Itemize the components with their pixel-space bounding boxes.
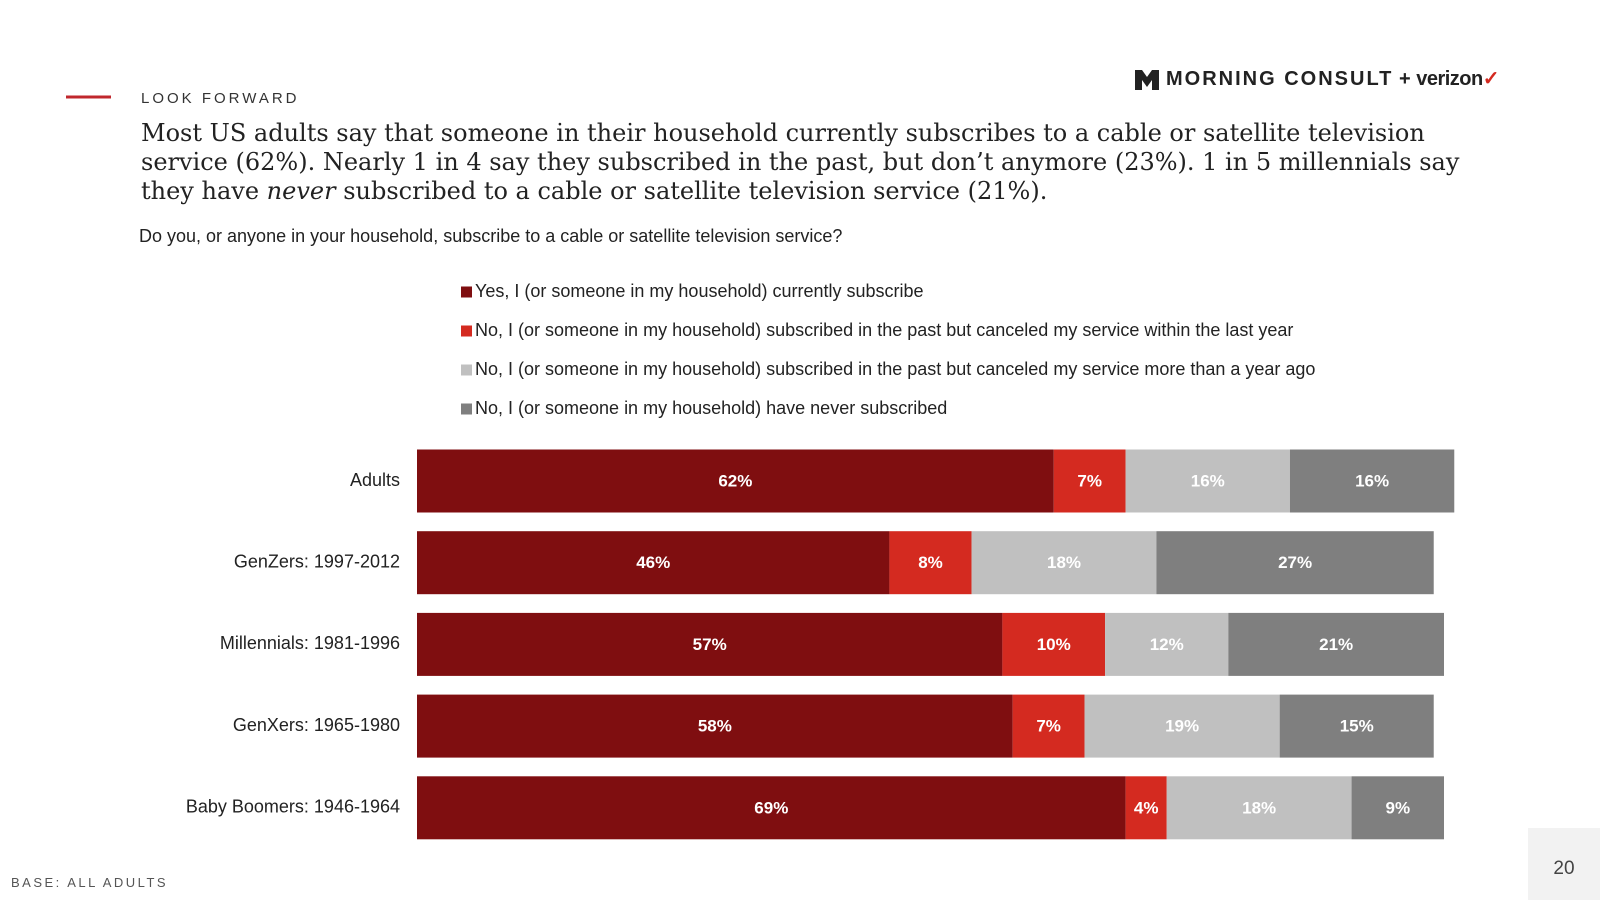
- value-label: 18%: [1242, 798, 1276, 817]
- bar-segment: [1002, 612, 1106, 676]
- category-label: Adults: [350, 470, 400, 490]
- bar-segment: [1351, 776, 1444, 840]
- bar-segment: [1105, 612, 1229, 676]
- value-label: 69%: [754, 798, 788, 817]
- value-label: 9%: [1385, 798, 1410, 817]
- bar-segment: [889, 531, 972, 595]
- headline-emphasis: never: [266, 177, 336, 205]
- bar-segment: [417, 449, 1054, 513]
- category-label: Millennials: 1981-1996: [220, 633, 400, 653]
- question: Do you, or anyone in your household, sub…: [139, 226, 843, 246]
- bar-segment: [1053, 449, 1126, 513]
- bar-segment: [1156, 531, 1434, 595]
- category-label: Baby Boomers: 1946-1964: [186, 797, 400, 817]
- section-label: LOOK FORWARD: [141, 90, 300, 107]
- bar-segment: [1084, 694, 1280, 758]
- legend-swatch: [461, 364, 472, 376]
- legend-label: No, I (or someone in my household) have …: [475, 398, 947, 418]
- legend-label: Yes, I (or someone in my household) curr…: [475, 281, 924, 301]
- bar-segment: [1125, 449, 1290, 513]
- bar-segment: [1166, 776, 1352, 840]
- bar-segment: [417, 612, 1003, 676]
- page-number: 20: [1553, 858, 1575, 879]
- value-label: 15%: [1340, 717, 1374, 736]
- value-label: 7%: [1077, 471, 1102, 490]
- logo: MORNING CONSULT + verizon✓: [1166, 68, 1500, 90]
- value-label: 58%: [698, 717, 732, 736]
- headline: Most US adults say that someone in their…: [141, 119, 1471, 206]
- value-label: 19%: [1165, 717, 1199, 736]
- legend-label: No, I (or someone in my household) subsc…: [475, 359, 1315, 379]
- legend-swatch: [461, 403, 472, 415]
- bar-segment: [417, 694, 1013, 758]
- legend-label: No, I (or someone in my household) subsc…: [475, 320, 1293, 340]
- value-label: 27%: [1278, 553, 1312, 572]
- category-label: GenXers: 1965-1980: [233, 715, 400, 735]
- bar-segment: [1012, 694, 1085, 758]
- category-label: GenZers: 1997-2012: [234, 551, 400, 571]
- bar-segment: [1279, 694, 1434, 758]
- logo-partner: verizon: [1416, 68, 1483, 90]
- value-label: 21%: [1319, 635, 1353, 654]
- value-label: 4%: [1134, 798, 1159, 817]
- headline-text: Most US adults say that someone in their…: [141, 119, 1460, 205]
- value-label: 7%: [1036, 717, 1061, 736]
- value-label: 62%: [718, 471, 752, 490]
- value-label: 8%: [918, 553, 943, 572]
- bar-segment: [1125, 776, 1167, 840]
- headline-text: subscribed to a cable or satellite telev…: [343, 177, 1048, 205]
- value-label: 57%: [693, 635, 727, 654]
- bar-segment: [417, 776, 1126, 840]
- logo-mark: [1135, 70, 1159, 90]
- logo-joiner: +: [1398, 68, 1411, 90]
- value-label: 10%: [1037, 635, 1071, 654]
- value-label: 16%: [1355, 471, 1389, 490]
- bar-segment: [1289, 449, 1455, 513]
- page-number-box: [1528, 828, 1600, 900]
- legend-swatch: [461, 286, 472, 298]
- logo-brand: MORNING CONSULT: [1166, 68, 1394, 90]
- value-label: 18%: [1047, 553, 1081, 572]
- bar-segment: [417, 531, 890, 595]
- base-note: BASE: ALL ADULTS: [11, 875, 169, 890]
- value-label: 16%: [1191, 471, 1225, 490]
- legend-swatch: [461, 325, 472, 337]
- value-label: 12%: [1150, 635, 1184, 654]
- bar-segment: [1228, 612, 1444, 676]
- value-label: 46%: [636, 553, 670, 572]
- bar-segment: [971, 531, 1157, 595]
